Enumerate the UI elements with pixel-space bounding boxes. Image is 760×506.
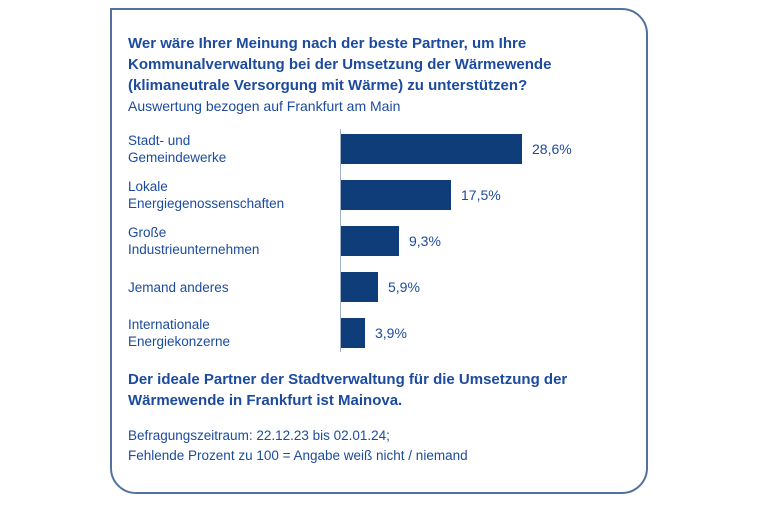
value-label: 28,6%: [532, 141, 572, 157]
y-axis-line: [340, 129, 341, 352]
bar-area: 28,6%: [340, 134, 626, 164]
bar: [340, 180, 451, 210]
chart-row: Lokale Energiegenossenschaften 17,5%: [128, 179, 626, 211]
category-label: Stadt- und Gemeindewerke: [128, 133, 227, 165]
value-label: 5,9%: [388, 279, 420, 295]
footnote-line-survey-period: Befragungszeitraum: 22.12.23 bis 02.01.2…: [128, 428, 390, 443]
bar-chart-rows: Stadt- und Gemeindewerke 28,6% Lokale Ener…: [128, 133, 626, 349]
bar: [340, 134, 522, 164]
category-label: Lokale Energiegenossenschaften: [128, 179, 285, 211]
footnote: Befragungszeitraum: 22.12.23 bis 02.01.2…: [128, 426, 626, 465]
bar: [340, 272, 378, 302]
value-label: 9,3%: [409, 233, 441, 249]
chart-row: Stadt- und Gemeindewerke 28,6%: [128, 133, 626, 165]
value-label: 3,9%: [375, 325, 407, 341]
infographic-card: Wer wäre Ihrer Meinung nach der beste Pa…: [110, 8, 648, 494]
question-title: Wer wäre Ihrer Meinung nach der beste Pa…: [128, 35, 552, 94]
category-label: Internationale Energiekonzerne: [128, 317, 231, 349]
bar-area: 3,9%: [340, 318, 626, 348]
bar-chart: Stadt- und Gemeindewerke 28,6% Lokale Ener…: [128, 129, 626, 352]
bar: [340, 226, 399, 256]
category-label: Große Industrieunternehmen: [128, 225, 260, 257]
bar-area: 5,9%: [340, 272, 626, 302]
evaluation-subtitle: Auswertung bezogen auf Frankfurt am Main: [128, 98, 401, 114]
footnote-line-missing-percent: Fehlende Prozent zu 100 = Angabe weiß ni…: [128, 447, 468, 463]
bar-area: 9,3%: [340, 226, 626, 256]
category-label: Jemand anderes: [128, 279, 229, 295]
bar-area: 17,5%: [340, 180, 626, 210]
value-label: 17,5%: [461, 187, 501, 203]
chart-row: Internationale Energiekonzerne 3,9%: [128, 317, 626, 349]
bar: [340, 318, 365, 348]
chart-row: Jemand anderes 5,9%: [128, 272, 626, 302]
chart-row: Große Industrieunternehmen 9,3%: [128, 225, 626, 257]
conclusion-text: Der ideale Partner der Stadtverwaltung f…: [128, 371, 568, 409]
